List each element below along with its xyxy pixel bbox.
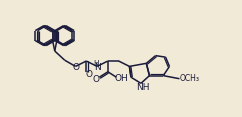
Text: OH: OH <box>115 74 129 83</box>
Text: N: N <box>94 63 100 72</box>
Text: O: O <box>85 70 92 79</box>
Text: H: H <box>94 60 99 66</box>
Text: NH: NH <box>136 83 149 92</box>
Text: O: O <box>73 63 80 72</box>
Text: O: O <box>93 75 100 84</box>
Text: OCH₃: OCH₃ <box>180 74 199 83</box>
